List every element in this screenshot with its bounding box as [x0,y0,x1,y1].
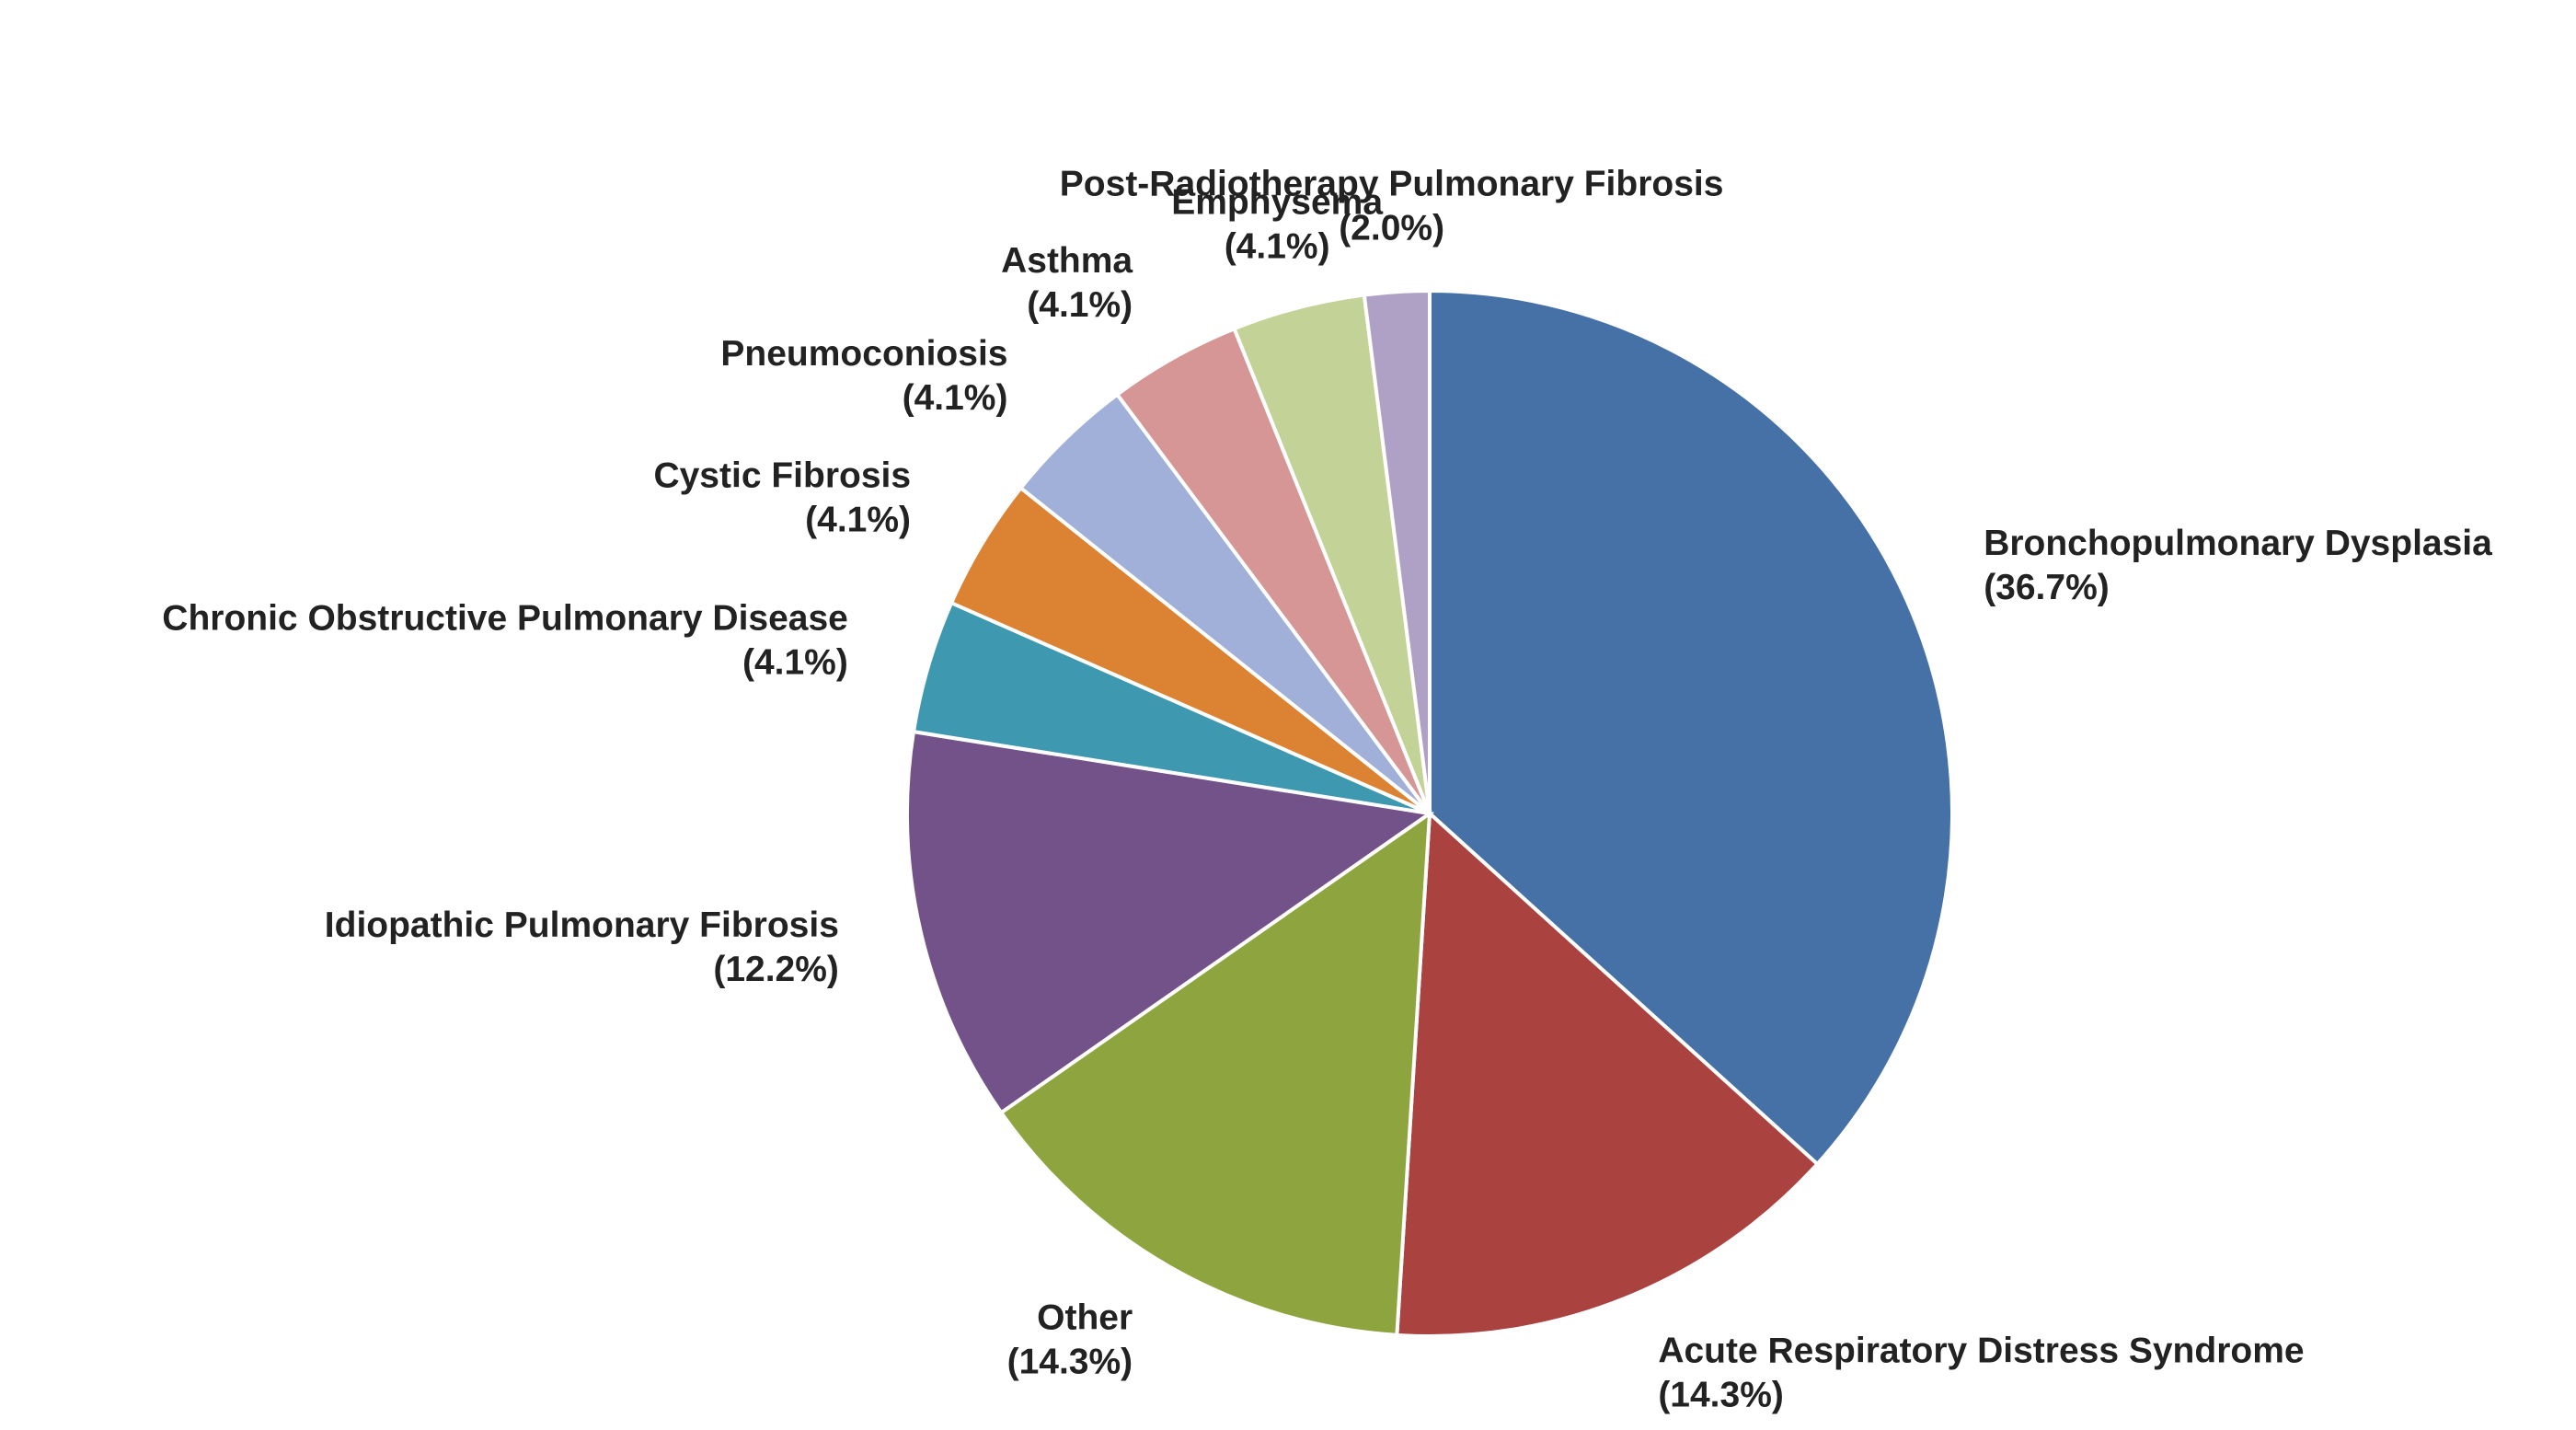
slice-label: Idiopathic Pulmonary Fibrosis [325,905,839,945]
slice-value-label: (12.2%) [713,950,839,989]
slice-label: Other [1037,1298,1133,1338]
slice-label: Cystic Fibrosis [653,456,911,496]
slice-value-label: (4.1%) [742,642,848,682]
pie-slice [1362,288,1432,814]
slice-label: Post-Radiotherapy Pulmonary Fibrosis [1060,165,1724,204]
slice-label: Acute Respiratory Distress Syndrome [1658,1332,2304,1371]
slice-value-label: (14.3%) [1007,1343,1133,1382]
slice-label: Pneumoconiosis [720,334,1007,374]
pie-slice [905,729,1435,1115]
slice-value-label: (14.3%) [1658,1376,1784,1415]
slice-value-label: (4.1%) [1027,285,1133,325]
slice-value-label: (4.1%) [805,501,911,540]
slice-label: Emphysema [1171,183,1383,223]
slice-value-label: (4.1%) [903,378,1008,418]
pie-slice [998,809,1432,1338]
pie-slice [1428,288,1955,1167]
pie-slice [1395,809,1821,1338]
slice-label: Bronchopulmonary Dysplasia [1984,524,2492,563]
slice-value-label: (2.0%) [1339,209,1444,248]
slice-value-label: (36.7%) [1984,568,2110,607]
slice-label: Chronic Obstructive Pulmonary Disease [162,598,848,638]
slice-label: Asthma [1001,241,1133,281]
slice-value-label: (4.1%) [1225,227,1330,267]
